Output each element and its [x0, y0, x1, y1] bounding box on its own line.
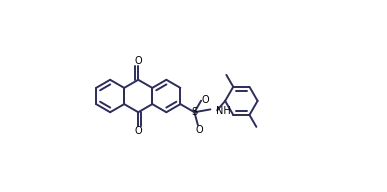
Text: O: O: [202, 95, 209, 105]
Text: O: O: [134, 56, 142, 66]
Text: NH: NH: [216, 106, 231, 116]
Text: S: S: [191, 107, 197, 117]
Text: O: O: [134, 126, 142, 136]
Text: O: O: [195, 125, 203, 135]
